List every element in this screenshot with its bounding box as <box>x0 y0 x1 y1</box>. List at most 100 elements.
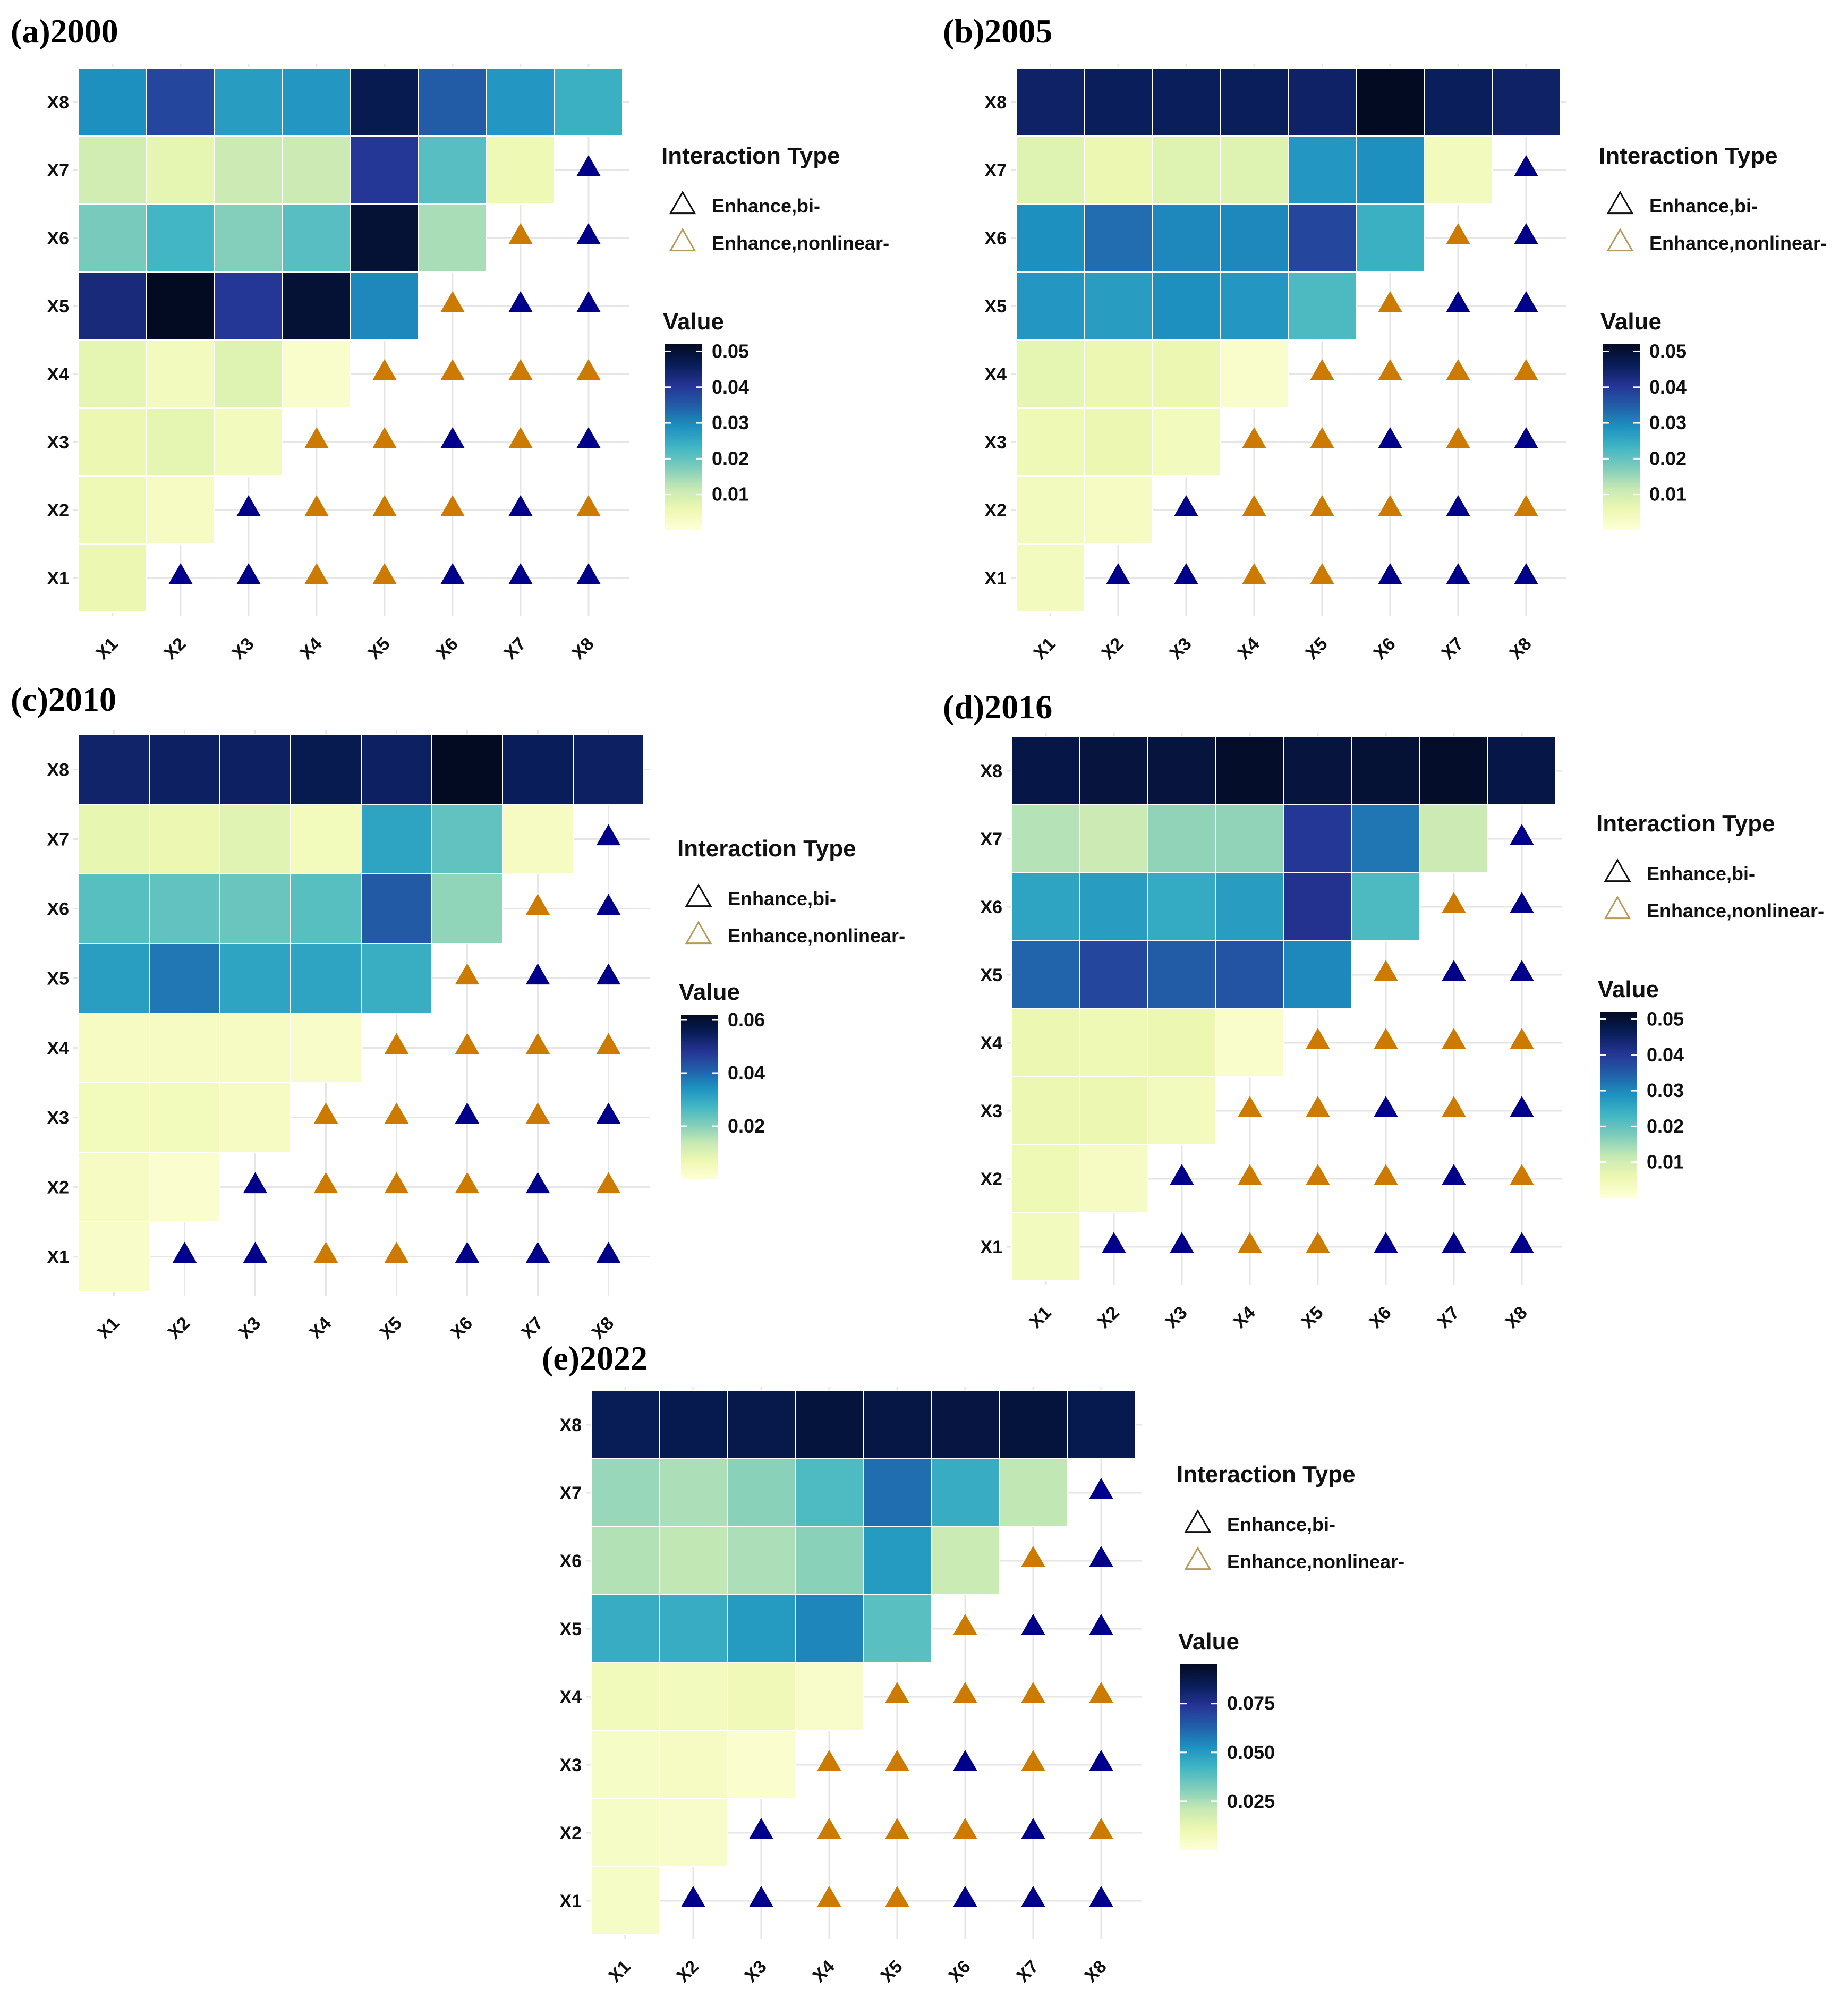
y-tick-label: X7 <box>980 829 1002 849</box>
heatmap-cell-x7-x3 <box>1147 804 1216 873</box>
interaction-triangle-nonlinear <box>440 495 465 516</box>
interaction-triangle-nonlinear <box>596 1172 621 1194</box>
interaction-triangle-nonlinear <box>1514 495 1538 516</box>
interaction-triangle-bi <box>1089 1546 1113 1567</box>
y-tick-label: X7 <box>984 160 1007 181</box>
x-tick-label: X4 <box>1229 1303 1259 1332</box>
interaction-triangle-bi <box>525 1172 550 1194</box>
panel-title: (a)2000 <box>11 12 118 50</box>
heatmap-cell-x6-x4 <box>1220 203 1289 273</box>
interaction-triangle-nonlinear <box>885 1886 909 1907</box>
y-tick-label: X4 <box>47 1039 69 1059</box>
heatmap-cell-x3-x3 <box>1152 407 1221 477</box>
x-tick-label: X2 <box>672 1957 702 1986</box>
interaction-triangle-bi <box>1446 495 1470 516</box>
heatmap-cell-x8-x1 <box>1011 736 1080 805</box>
interaction-triangle-bi <box>1514 427 1538 448</box>
y-tick-label: X3 <box>559 1755 582 1775</box>
heatmap-cell-x7-x5 <box>1288 135 1357 205</box>
interaction-triangle-nonlinear <box>953 1682 977 1703</box>
interaction-triangle-bi <box>576 563 601 584</box>
x-tick-label: X8 <box>1505 634 1535 664</box>
interaction-triangle-bi <box>455 1102 480 1124</box>
heatmap-cell-x3-x3 <box>219 1082 291 1153</box>
y-tick-label: X8 <box>559 1415 582 1435</box>
heatmap-cell-x2-x1 <box>78 1152 150 1222</box>
interaction-triangle-nonlinear <box>1306 1232 1330 1253</box>
heatmap-cell-x3-x1 <box>1011 1076 1080 1145</box>
heatmap-cell-x2-x2 <box>659 1798 728 1867</box>
interaction-triangle-nonlinear <box>313 1172 338 1194</box>
interaction-triangle-nonlinear <box>304 427 329 448</box>
interaction-triangle-bi <box>1514 155 1538 176</box>
heatmap-cell-x3-x3 <box>214 407 283 477</box>
interaction-triangle-nonlinear <box>576 495 601 516</box>
x-tick-label: X5 <box>376 1313 406 1343</box>
interaction-triangle-bi <box>1510 1232 1534 1253</box>
y-tick-label: X5 <box>980 965 1002 985</box>
heatmap-cell-x5-x4 <box>795 1594 864 1663</box>
interaction-triangle-nonlinear <box>1238 1096 1262 1117</box>
legend-value-title: Value <box>679 979 740 1005</box>
heatmap-cell-x6-x2 <box>659 1526 728 1595</box>
interaction-triangle-nonlinear <box>384 1172 409 1194</box>
heatmap-cell-x8-x7 <box>486 67 555 137</box>
heatmap-cell-x8-x1 <box>1016 67 1085 137</box>
heatmap-cell-x8-x7 <box>1424 67 1493 137</box>
interaction-triangle-nonlinear <box>1378 495 1402 516</box>
interaction-triangle-nonlinear <box>1021 1682 1045 1703</box>
x-tick-label: X3 <box>1161 1303 1191 1332</box>
colorbar-tick-label: 0.04 <box>1649 376 1687 398</box>
heatmap-cell-x8-x1 <box>78 67 147 137</box>
legend-triangle-icon <box>1604 858 1631 882</box>
heatmap-cell-x7-x5 <box>1283 804 1352 873</box>
heatmap-cell-x4-x1 <box>78 1013 150 1083</box>
heatmap-cell-x8-x7 <box>999 1390 1068 1459</box>
interaction-triangle-nonlinear <box>1378 359 1402 380</box>
heatmap-cell-x7-x5 <box>863 1458 932 1527</box>
interaction-triangle-bi <box>596 824 621 846</box>
interaction-triangle-bi <box>1446 291 1470 312</box>
x-tick-label: X7 <box>1012 1957 1042 1986</box>
heatmap-cell-x6-x1 <box>78 203 147 273</box>
heatmap-cell-x2-x1 <box>1016 475 1085 545</box>
colorbar <box>1603 344 1640 530</box>
y-tick-label: X5 <box>47 296 69 317</box>
interaction-triangle-nonlinear <box>1378 291 1402 312</box>
x-tick-label: X6 <box>944 1957 974 1986</box>
interaction-triangle-bi <box>1442 960 1466 981</box>
heatmap-cell-x8-x8 <box>554 67 623 137</box>
heatmap-cell-x5-x2 <box>659 1594 728 1663</box>
y-tick-label: X3 <box>47 432 69 453</box>
legend-entry-label: Enhance,bi- <box>728 888 836 909</box>
legend-triangle-icon <box>1606 227 1634 252</box>
heatmap-cell-x7-x3 <box>214 135 283 205</box>
panel-1: (a)2000 X1 X2 X3 X4 X5 X6 X7 X8 X1 X2 X3 X4 X5 X6 X7 X8 I… <box>11 12 889 664</box>
y-tick-label: X1 <box>980 1237 1002 1257</box>
heatmap-cell-x3-x3 <box>1147 1076 1216 1145</box>
colorbar-tick-label: 0.01 <box>1649 483 1687 505</box>
heatmap-cell-x4-x3 <box>727 1662 796 1731</box>
y-tick-label: X2 <box>47 500 69 521</box>
x-tick-label: X8 <box>588 1313 618 1343</box>
heatmap-cell-x7-x5 <box>361 804 432 874</box>
heatmap-cell-x5-x5 <box>863 1594 932 1663</box>
legend-triangle-icon <box>1184 1509 1212 1533</box>
interaction-triangle-nonlinear <box>440 359 465 380</box>
heatmap-cell-x7-x4 <box>795 1458 864 1527</box>
heatmap-cell-x4-x1 <box>1016 339 1085 409</box>
heatmap-cell-x7-x1 <box>78 135 147 205</box>
y-tick-label: X2 <box>984 500 1007 521</box>
heatmap-cell-x6-x5 <box>863 1526 932 1595</box>
heatmap-cell-x5-x1 <box>78 271 147 341</box>
heatmap-cell-x5-x2 <box>1084 271 1153 341</box>
interaction-triangle-nonlinear <box>372 495 397 516</box>
y-tick-label: X6 <box>980 897 1002 917</box>
legend-value: Value 0.01 0.02 0.03 0.04 0.05 <box>1600 309 1687 530</box>
y-tick-label: X5 <box>559 1619 582 1639</box>
heatmap-cell-x6-x2 <box>146 203 215 273</box>
interaction-triangle-nonlinear <box>885 1682 909 1703</box>
heatmap-cell-x5-x3 <box>727 1594 796 1663</box>
heatmap-cell-x7-x4 <box>282 135 351 205</box>
